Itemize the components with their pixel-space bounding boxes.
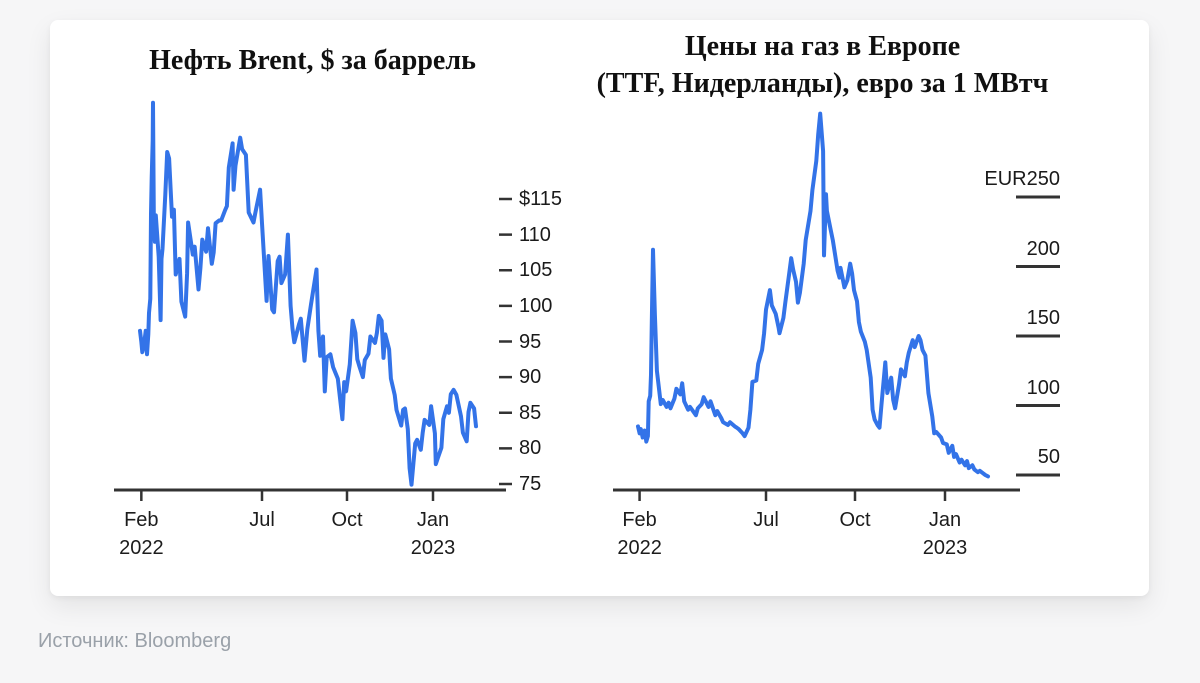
x-axis-year-label: 2023 (410, 537, 456, 559)
y-axis-label: 85 (519, 401, 542, 424)
y-axis-label: 80 (519, 437, 542, 460)
y-axis-label: $115 (519, 188, 563, 210)
y-axis-label: 90 (519, 366, 542, 389)
x-axis-label: Feb (124, 509, 159, 531)
x-axis-year-label: 2022 (617, 537, 662, 559)
source-attribution: Источник: Bloomberg (38, 630, 232, 652)
y-axis-label: EUR250 (984, 168, 1060, 190)
y-axis-label: 100 (519, 294, 553, 317)
y-axis-label: 105 (519, 259, 553, 282)
chart-card: Нефть Brent, $ за баррель Цены на газ в … (50, 20, 1149, 596)
y-axis-label: 50 (1037, 446, 1060, 468)
x-axis-year-label: 2023 (922, 537, 968, 559)
charts-canvas (114, 100, 1060, 501)
y-axis-label: 200 (1026, 237, 1060, 260)
y-axis-label: 100 (1026, 376, 1060, 399)
y-axis-label: 75 (519, 473, 542, 495)
right-chart-title: Цены на газ в Европе (TTF, Нидерланды), … (595, 28, 1050, 102)
right-chart-title-line1: Цены на газ в Европе (684, 31, 961, 62)
x-axis-label: Jul (249, 509, 275, 531)
x-axis-label: Jul (753, 509, 779, 531)
y-axis-label: 150 (1026, 307, 1060, 329)
right-chart-title-line2: (TTF, Нидерланды), евро за 1 МВтч (596, 68, 1049, 99)
x-axis-label: Feb (622, 509, 657, 531)
x-axis-year-label: 2022 (119, 537, 164, 559)
x-axis-label: Oct (839, 509, 871, 531)
x-axis-label: Jan (416, 509, 450, 531)
x-axis-label: Jan (928, 509, 962, 531)
x-axis-label: Oct (331, 509, 363, 531)
y-axis-label: 110 (519, 223, 551, 246)
left-chart-title: Нефть Brent, $ за баррель (149, 45, 476, 76)
y-axis-label: 95 (519, 330, 542, 353)
